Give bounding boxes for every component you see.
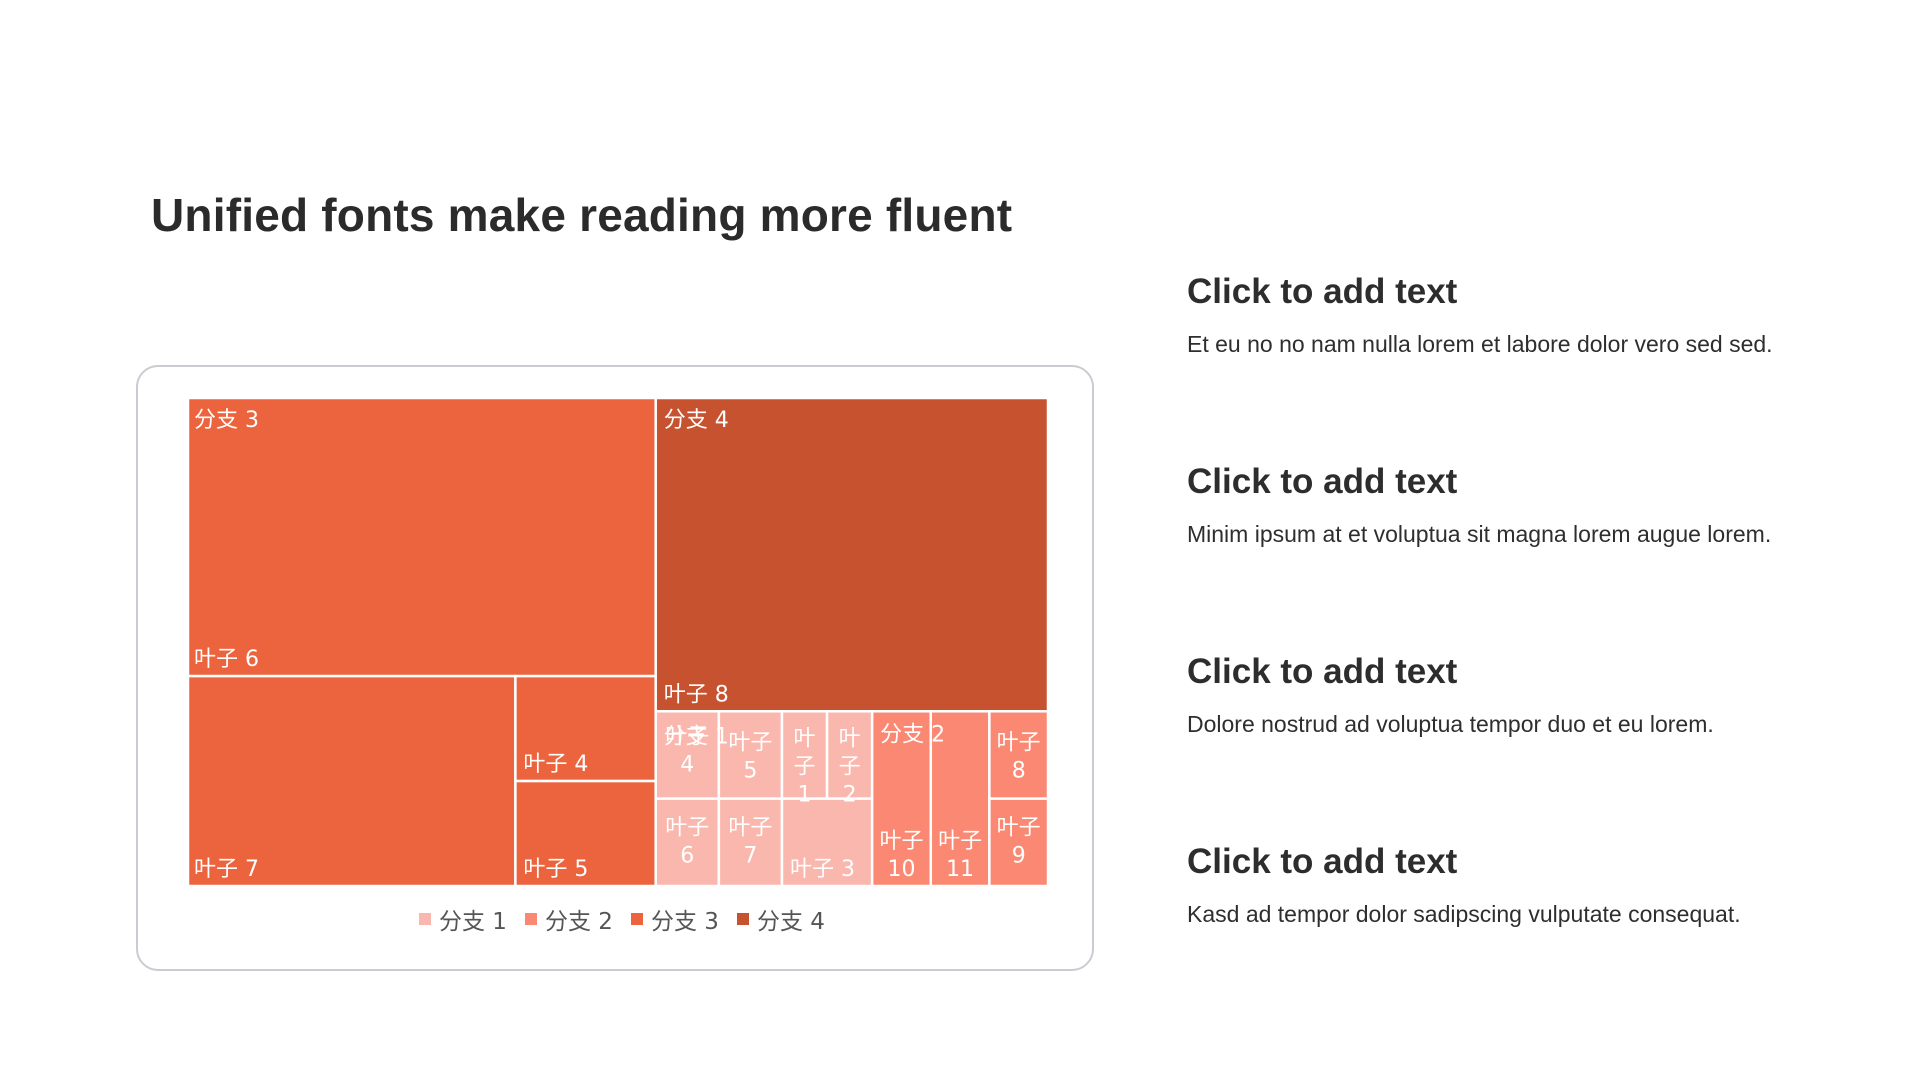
legend-label: 分支 1 [439, 909, 507, 935]
text-block-heading[interactable]: Click to add text [1187, 842, 1458, 881]
legend-label: 分支 3 [651, 909, 719, 935]
text-block-heading[interactable]: Click to add text [1187, 462, 1458, 501]
legend-item[interactable]: 分支 4 [737, 904, 825, 935]
legend-swatch [419, 913, 431, 925]
legend-swatch [631, 913, 643, 925]
legend-swatch [525, 913, 537, 925]
legend-label: 分支 4 [757, 909, 825, 935]
text-block-body[interactable]: Dolore nostrud ad voluptua tempor duo et… [1187, 711, 1714, 738]
legend-item[interactable]: 分支 2 [525, 904, 613, 935]
text-block-body[interactable]: Minim ipsum at et voluptua sit magna lor… [1187, 521, 1772, 548]
text-block-2: Click to add text Minim ipsum at et volu… [1187, 462, 1787, 551]
text-block-4: Click to add text Kasd ad tempor dolor s… [1187, 842, 1787, 931]
text-block-3: Click to add text Dolore nostrud ad volu… [1187, 652, 1787, 741]
chart-legend: 分支 1 分支 2 分支 3 分支 4 [0, 904, 1920, 935]
page-title: Unified fonts make reading more fluent [151, 189, 1013, 241]
text-block-heading[interactable]: Click to add text [1187, 652, 1458, 691]
legend-label: 分支 2 [545, 909, 613, 935]
text-block-heading[interactable]: Click to add text [1187, 272, 1458, 311]
text-block-1: Click to add text Et eu no no nam nulla … [1187, 272, 1787, 361]
legend-item[interactable]: 分支 1 [419, 904, 507, 935]
legend-item[interactable]: 分支 3 [631, 904, 719, 935]
legend-swatch [737, 913, 749, 925]
chart-card [136, 365, 1094, 971]
text-block-body[interactable]: Kasd ad tempor dolor sadipscing vulputat… [1187, 901, 1741, 928]
text-block-body[interactable]: Et eu no no nam nulla lorem et labore do… [1187, 331, 1773, 358]
